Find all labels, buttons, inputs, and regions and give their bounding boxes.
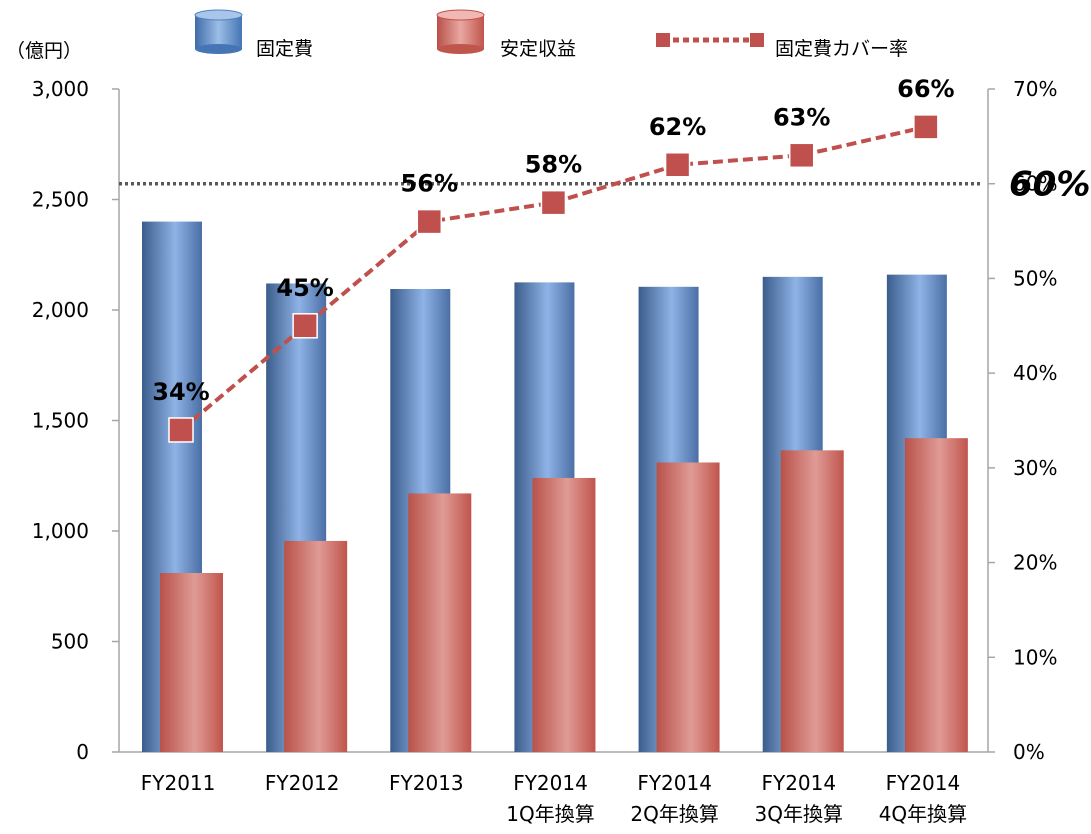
category-label: 1Q年換算 [506, 802, 594, 826]
coverage-rate-data-label: 45% [276, 274, 333, 302]
left-axis-unit: （億円） [6, 40, 82, 62]
legend-swatch-fixed-cost [194, 9, 243, 54]
left-tick-label: 2,500 [32, 188, 89, 212]
category-label: 4Q年換算 [879, 802, 967, 826]
coverage-rate-marker [540, 189, 567, 216]
legend-label-fixed-cost: 固定費 [256, 38, 313, 60]
coverage-rate-marker [913, 114, 939, 140]
left-tick-label: 1,000 [32, 519, 89, 543]
coverage-rate-marker [292, 313, 318, 339]
category-labels: FY2011 FY2012 FY2013 FY2014 1Q年換算 FY2014 2Q年換算… [141, 771, 967, 826]
category-label: 3Q年換算 [755, 802, 843, 826]
left-tick-label: 3,000 [32, 77, 89, 101]
line-series-group: 34% 45% 56% 58% 62% 63% 66% [152, 75, 955, 443]
right-tick-label: 30% [1013, 456, 1057, 480]
left-axis-ticks: 0 500 1,000 1,500 2,000 2,500 3,000 [32, 77, 119, 764]
legend-swatch-marker-right [750, 33, 764, 47]
left-tick-label: 1,500 [32, 409, 89, 433]
bar-stable-revenue [408, 493, 472, 752]
category-label: FY2014 [886, 771, 961, 795]
right-tick-label: 40% [1013, 361, 1057, 385]
category-label: FY2014 [637, 771, 712, 795]
reference-line-group: 60% [119, 165, 1090, 205]
right-tick-label: 70% [1013, 77, 1057, 101]
right-tick-label: 50% [1013, 266, 1057, 290]
right-tick-label: 10% [1013, 645, 1057, 669]
left-tick-label: 0 [76, 740, 89, 764]
coverage-rate-marker [788, 142, 815, 169]
left-tick-label: 2,000 [32, 298, 89, 322]
bar-stable-revenue [160, 572, 223, 752]
bar-stable-revenue [284, 540, 348, 752]
reference-line-label: 60% [1009, 165, 1090, 205]
category-label: FY2013 [389, 771, 464, 795]
right-tick-label: 60% [1013, 172, 1057, 196]
category-label: FY2014 [513, 771, 588, 795]
bar-stable-revenue [532, 477, 596, 752]
coverage-rate-data-label: 34% [152, 378, 209, 406]
coverage-rate-marker [168, 417, 194, 443]
legend-swatch-marker-left [656, 33, 670, 47]
legend-item-stable-revenue: 安定収益 [436, 9, 576, 60]
right-axis-ticks: 0% 10% 20% 30% 40% 50% 60% 70% [988, 77, 1057, 764]
category-label: FY2012 [265, 771, 340, 795]
coverage-rate-data-label: 66% [897, 75, 954, 103]
category-label: FY2014 [761, 771, 836, 795]
right-tick-label: 0% [1013, 740, 1045, 764]
legend-swatch-stable-revenue [436, 9, 485, 54]
legend-label-coverage-rate: 固定費カバー率 [775, 38, 908, 60]
bar-stable-revenue [780, 450, 844, 752]
coverage-rate-data-label: 63% [773, 103, 830, 131]
bar-stable-revenue [904, 438, 968, 752]
bars-group [142, 221, 968, 753]
legend-label-stable-revenue: 安定収益 [500, 38, 576, 60]
category-label: FY2011 [141, 771, 216, 795]
bar-stable-revenue [656, 462, 720, 752]
coverage-rate-data-label: 58% [525, 151, 582, 179]
coverage-rate-data-label: 62% [649, 113, 706, 141]
coverage-rate-marker [664, 152, 691, 178]
category-label: 2Q年換算 [630, 802, 718, 826]
right-tick-label: 20% [1013, 551, 1057, 575]
coverage-rate-marker [416, 208, 443, 235]
legend-item-coverage-rate: 固定費カバー率 [656, 33, 908, 60]
legend: 固定費 安定収益 固定費カバー率 [194, 9, 908, 60]
coverage-rate-data-label: 56% [401, 170, 458, 198]
legend-item-fixed-cost: 固定費 [194, 9, 313, 60]
left-tick-label: 500 [51, 630, 89, 654]
